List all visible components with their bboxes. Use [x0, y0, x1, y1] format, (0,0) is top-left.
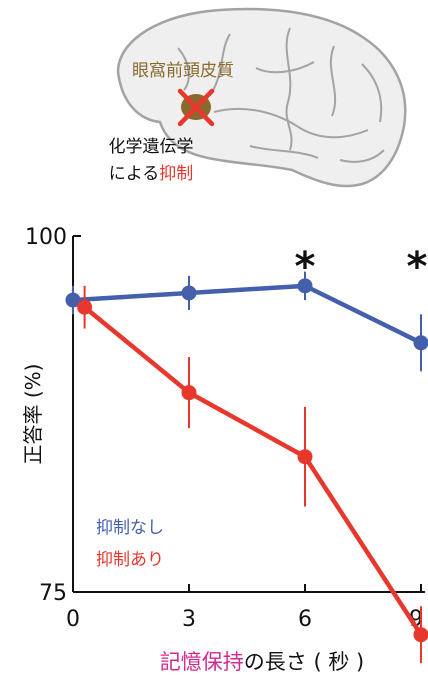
series-line	[72, 283, 422, 345]
significance-star: *	[407, 244, 428, 290]
x-tick-label: 3	[182, 607, 196, 632]
method-label-line2: による抑制	[109, 164, 194, 184]
data-point	[181, 385, 197, 401]
legend: 抑制なし 抑制あり	[96, 518, 164, 570]
x-axis-label-rest: の長さ ( 秒 )	[244, 650, 364, 674]
cross-mark	[177, 88, 215, 127]
data-point	[413, 627, 428, 643]
brain-sulcus	[285, 27, 293, 151]
method-prefix: による	[109, 164, 160, 184]
series-line	[83, 305, 423, 636]
brain-sulcus	[211, 33, 231, 93]
data-point	[297, 449, 313, 465]
brain-illustration: 眼窩前頭皮質 化学遺伝学 による抑制	[109, 7, 407, 188]
brain-sulcus	[177, 47, 190, 91]
data-point	[297, 278, 313, 294]
x-tick-label: 6	[298, 607, 312, 632]
method-label-line1: 化学遺伝学	[109, 137, 194, 157]
series-0	[65, 271, 428, 372]
brain-sulcus	[213, 107, 369, 139]
x-axis-label-highlight: 記憶保持	[160, 650, 244, 674]
method-highlight: 抑制	[159, 164, 193, 184]
brain-sulcus	[255, 61, 315, 74]
y-axis-label: 正答率 (%)	[21, 364, 45, 465]
legend-label-control: 抑制なし	[96, 518, 164, 538]
brain-sulcus	[339, 149, 385, 163]
region-label: 眼窩前頭皮質	[132, 61, 234, 81]
data-point	[77, 299, 93, 315]
brain-sulcus	[249, 145, 319, 159]
y-tick-label: 75	[39, 581, 67, 606]
brain-outline	[116, 7, 407, 188]
data-point	[413, 335, 428, 351]
data-point	[181, 285, 197, 301]
brain-sulcus	[329, 45, 337, 117]
data-point	[65, 292, 81, 308]
y-tick-label: 100	[25, 225, 67, 250]
legend-label-inhibited: 抑制あり	[96, 550, 164, 570]
significance-star: *	[295, 244, 316, 290]
series-1	[77, 285, 428, 664]
significance-markers: * *	[295, 244, 428, 290]
x-tick-label: 0	[66, 607, 80, 632]
plot-area	[65, 271, 428, 664]
y-ticks: 75 100	[25, 225, 81, 606]
brain-sulcus	[361, 63, 383, 123]
x-axis-label: 記憶保持の長さ ( 秒 )	[160, 650, 364, 674]
